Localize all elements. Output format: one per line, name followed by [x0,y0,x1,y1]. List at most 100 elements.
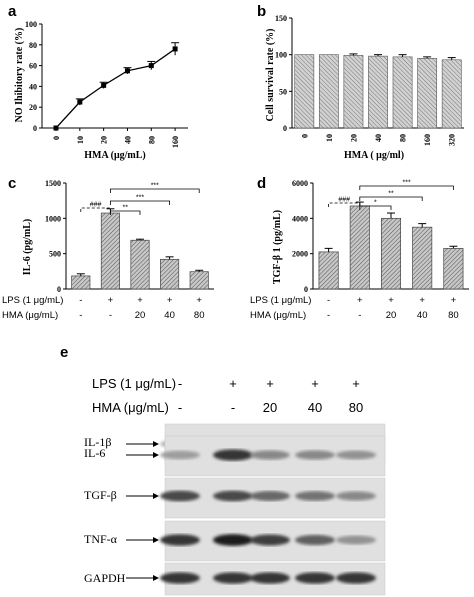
chart-c-ylabel: IL-6 (pg/mL) [22,219,33,275]
chart-b-xlabel: HMA ( μg/ml) [344,150,404,161]
blot-band [336,491,376,501]
blot-band [295,534,335,546]
chart-c-bar [100,212,120,290]
panel-label-b: b [257,3,266,20]
blot-hma-value: 40 [308,400,322,415]
chart-a-y-tick-label: 60 [29,62,37,71]
chart-b-y-tick-label: 0 [283,124,287,133]
chart-d-significance-label: ** [388,191,394,198]
chart-a-y-tick-label: 20 [29,103,37,112]
panel-label-c: c [8,175,16,192]
chart-d-bar [380,217,402,290]
blot-band [250,572,290,584]
chart-c-y-tick-label: 500 [49,250,61,259]
chart-c-significance-label: ** [122,205,128,212]
blot-band [295,450,335,460]
chart-c-significance-bracket [110,188,200,193]
chart-c-lps-label: LPS (1 μg/mL) [2,295,63,306]
chart-a-x-tick-label: 40 [123,136,132,144]
chart-b-bar [343,55,364,129]
blot-row-label: IL-1β [84,435,111,449]
blot-row-label: GAPDH [84,571,126,585]
chart-b-ylabel: Cell survival rate (%) [265,28,276,121]
blot-band [213,490,253,502]
chart-d-significance-bracket [359,205,392,210]
blot-band [336,572,376,584]
chart-d-bar [412,226,433,290]
blot-band [336,450,376,460]
blot-arrow-head [153,575,159,581]
chart-d-bar [443,248,464,290]
blot-arrow-head [153,537,159,543]
blot-band [250,534,290,546]
blot-hma-value: 80 [349,400,363,415]
blot-band [160,490,200,502]
chart-b-x-tick-label: 160 [423,134,432,146]
blot-band [213,449,253,461]
blot-hma-value: 20 [263,400,277,415]
chart-b-x-tick-label: 0 [300,134,309,138]
chart-d-significance-label: ### [338,197,350,204]
blot-lps-value: - [178,376,182,391]
blot-band [295,572,335,584]
chart-b-y-tick-label: 100 [275,51,287,60]
panel-label-a: a [8,3,17,20]
chart-b-x-tick-label: 40 [374,134,383,142]
chart-b-bar [392,56,413,129]
blot-band [160,534,200,546]
chart-d-hma-value: 40 [417,310,428,321]
chart-a-data-point [148,63,154,69]
blot-band [213,572,253,584]
chart-d-y-tick-label: 6000 [292,179,308,188]
chart-c-bar [71,275,91,290]
chart-a-x-tick-label: 10 [76,136,85,144]
chart-c-y-tick-label: 1500 [45,179,61,188]
chart-d-hma-value: - [327,310,330,321]
chart-b-x-tick-label: 320 [448,134,457,146]
chart-b-bar [368,55,388,129]
chart-c-significance-label: *** [151,183,159,190]
chart-c-significance-bracket [110,200,170,205]
blot-lps-value: + [266,376,274,391]
chart-a-xlabel: HMA (μg/mL) [84,150,146,161]
chart-d-hma-label: HMA (μg/mL) [250,310,306,321]
chart-c-significance-bracket [80,207,111,212]
blot-hma-value: - [231,400,235,415]
blot-arrow-head [153,452,159,458]
chart-c-lps-value: - [79,295,82,306]
blot-band [160,450,200,460]
chart-c-significance-label: *** [136,195,144,202]
chart-d-hma-value: - [358,310,361,321]
chart-a-x-tick-label: 0 [52,136,61,140]
blot-hma-label: HMA (μg/mL) [92,400,169,415]
blot-lps-value: + [311,376,319,391]
chart-d-y-tick-label: 0 [304,285,308,294]
blot-lps-value: + [229,376,237,391]
blot-row-label: TGF-β [84,488,117,502]
chart-a-data-point [124,68,130,74]
chart-b-x-tick-label: 20 [349,134,358,142]
blot-band [213,534,253,546]
chart-a-y-tick-label: 0 [33,124,37,133]
chart-a-x-tick-label: 80 [147,136,156,144]
chart-a-x-tick-label: 20 [100,136,109,144]
chart-a-series-line [55,48,176,129]
blot-band [160,572,200,584]
chart-c-hma-value: - [79,310,82,321]
chart-d-significance-bracket [359,185,454,190]
chart-d-significance-bracket [328,202,361,207]
blot-arrow-head [153,441,159,447]
chart-a-y-tick-label: 100 [25,20,37,29]
chart-d-lps-value: + [388,295,394,306]
chart-a-data-point [101,82,107,88]
chart-c-hma-value: 40 [164,310,175,321]
chart-c-significance-bracket [110,210,141,215]
chart-c-significance-label: ### [90,202,102,209]
chart-a-y-tick-label: 80 [29,41,37,50]
chart-d-y-tick-label: 2000 [292,250,308,259]
panel-label-e: e [60,344,68,361]
chart-d-hma-value: 20 [386,310,397,321]
